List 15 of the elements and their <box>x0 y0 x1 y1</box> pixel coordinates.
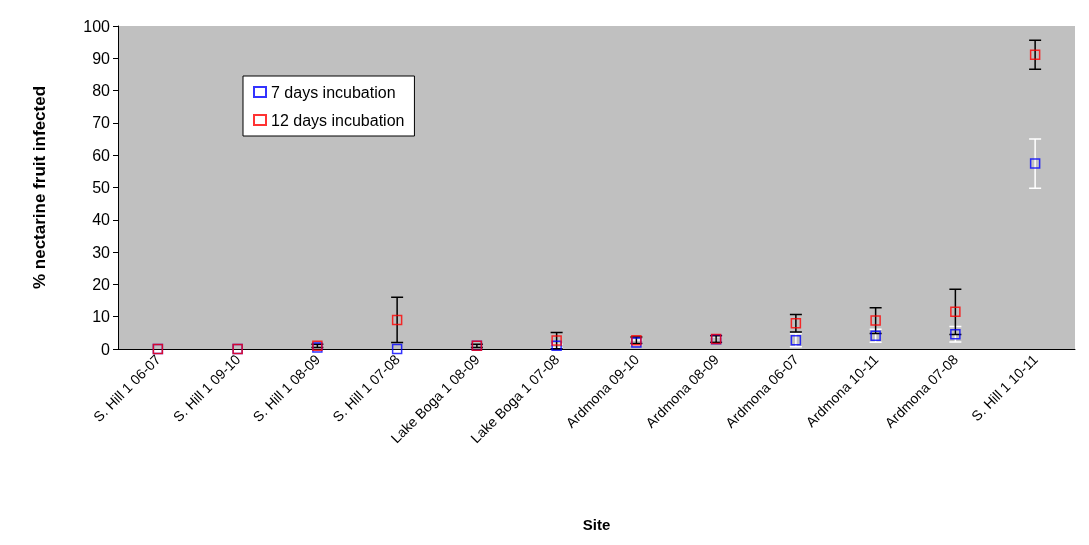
y-tick-label: 20 <box>92 275 111 293</box>
legend-label: 7 days incubation <box>271 83 396 101</box>
y-tick-label: 70 <box>92 114 111 132</box>
legend-label: 12 days incubation <box>271 111 405 129</box>
y-tick-label: 10 <box>92 308 111 326</box>
y-tick-label: 0 <box>101 340 111 358</box>
x-axis-title: Site <box>582 516 611 533</box>
y-tick-label: 90 <box>92 49 111 67</box>
y-tick-label: 50 <box>92 179 111 196</box>
y-tick-label: 30 <box>92 243 111 261</box>
y-tick-label: 40 <box>92 211 111 229</box>
y-tick-label: 60 <box>92 146 111 164</box>
y-axis-title: % nectarine fruit infected <box>30 85 49 290</box>
y-tick-label: 100 <box>83 17 111 35</box>
y-tick-label: 80 <box>92 82 111 100</box>
